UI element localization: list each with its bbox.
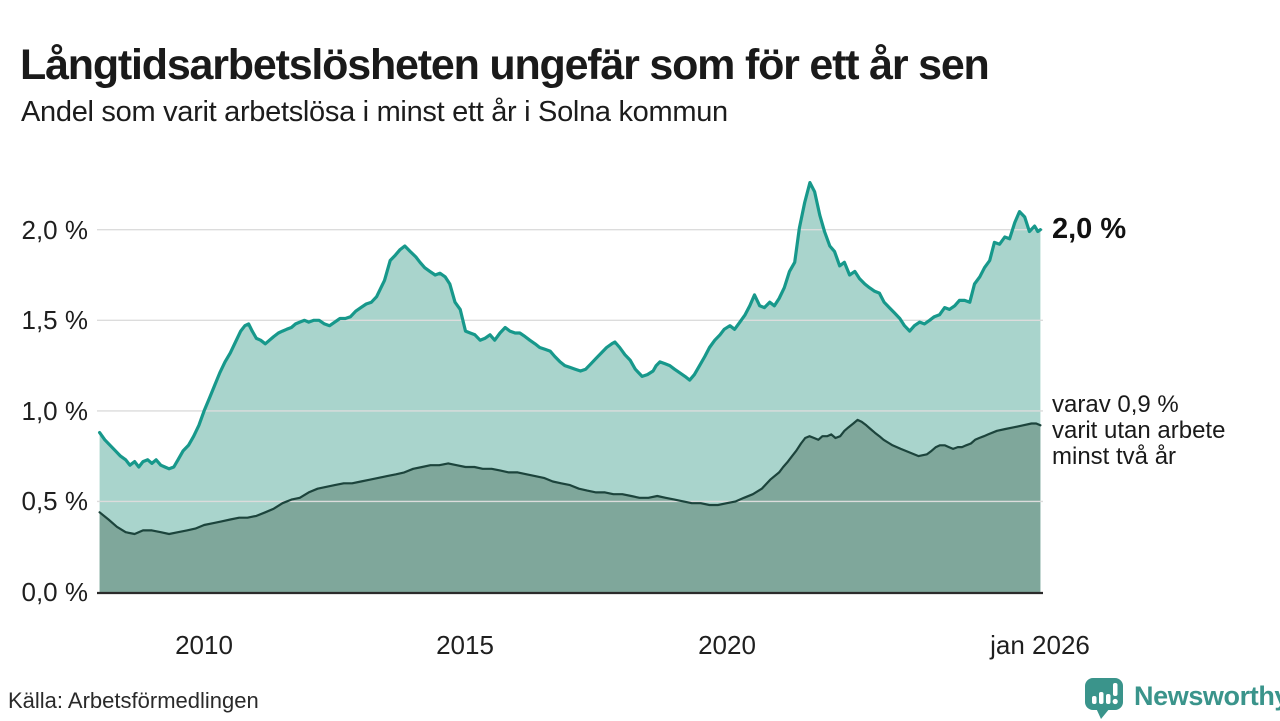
page-title: Långtidsarbetslösheten ungefär som för e… xyxy=(20,40,990,89)
x-tick-label: 2015 xyxy=(436,630,494,660)
line-series-2 xyxy=(98,418,1042,536)
y-tick-label: 1,0 % xyxy=(21,396,89,426)
line-series-1 xyxy=(98,181,1042,471)
series2-end-label-line1: varav 0,9 % xyxy=(1052,391,1179,418)
area-series-2 xyxy=(99,419,1041,592)
series2-end-label-line2: varit utan arbete xyxy=(1052,417,1226,444)
series1-end-value-label: 2,0 % xyxy=(1052,213,1127,245)
y-tick-label: 0,5 % xyxy=(21,486,89,516)
y-tick-label: 1,5 % xyxy=(21,305,89,335)
newsworthy-speech-bubble-bar-chart-icon xyxy=(1085,678,1123,719)
newsworthy-logo: Newsworthy xyxy=(1084,678,1280,720)
y-tick-label: 0,0 % xyxy=(21,577,89,607)
series2-end-value-label: varav 0,9 % varit utan arbete minst två … xyxy=(1052,392,1225,470)
x-tick-label: 2020 xyxy=(698,630,756,660)
chart-subtitle: Andel som varit arbetslösa i minst ett å… xyxy=(21,96,728,128)
y-tick-label: 2,0 % xyxy=(21,215,89,245)
source-note: Källa: Arbetsförmedlingen xyxy=(8,688,259,713)
newsworthy-wordmark: Newsworthy xyxy=(1134,680,1280,711)
x-tick-label: jan 2026 xyxy=(990,630,1090,660)
series2-end-label-line3: minst två år xyxy=(1052,443,1177,470)
x-tick-label: 2010 xyxy=(175,630,233,660)
